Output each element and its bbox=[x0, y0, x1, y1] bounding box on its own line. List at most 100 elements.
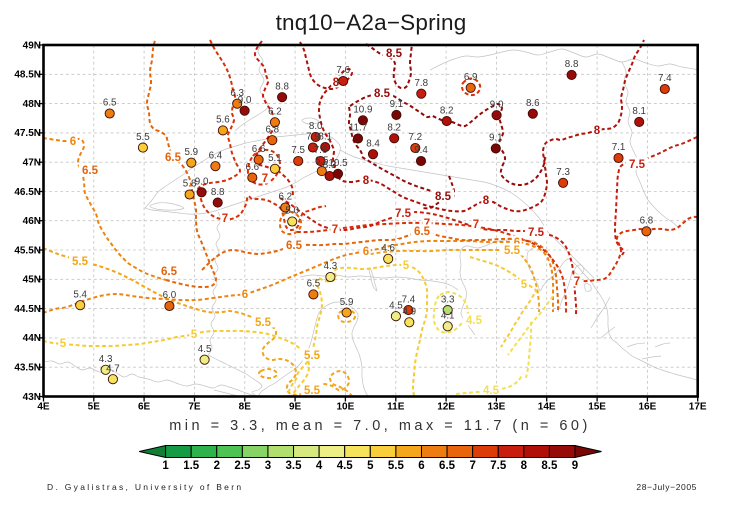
svg-text:7.8: 7.8 bbox=[414, 78, 428, 89]
svg-text:12E: 12E bbox=[437, 401, 455, 412]
svg-text:16E: 16E bbox=[639, 401, 657, 412]
svg-text:7.5: 7.5 bbox=[291, 145, 305, 156]
svg-text:6.0: 6.0 bbox=[163, 290, 177, 301]
svg-text:6.4: 6.4 bbox=[209, 150, 223, 161]
svg-text:9.0: 9.0 bbox=[195, 177, 209, 188]
svg-text:44N: 44N bbox=[23, 333, 41, 344]
svg-text:8E: 8E bbox=[239, 401, 252, 412]
svg-text:5: 5 bbox=[521, 279, 528, 291]
svg-text:7: 7 bbox=[574, 276, 580, 288]
svg-text:49N: 49N bbox=[23, 40, 41, 51]
svg-text:6.2: 6.2 bbox=[278, 192, 292, 203]
svg-text:6.5: 6.5 bbox=[161, 266, 178, 278]
svg-text:5: 5 bbox=[60, 338, 67, 350]
svg-text:47N: 47N bbox=[23, 158, 41, 169]
svg-text:8: 8 bbox=[483, 195, 490, 207]
svg-text:10.5: 10.5 bbox=[328, 158, 348, 169]
svg-text:7.2: 7.2 bbox=[408, 132, 422, 143]
svg-text:48N: 48N bbox=[23, 99, 41, 110]
svg-text:5.5: 5.5 bbox=[255, 317, 272, 329]
svg-text:tnq10−A2a−Spring: tnq10−A2a−Spring bbox=[276, 10, 467, 35]
svg-text:10.9: 10.9 bbox=[353, 105, 372, 116]
svg-text:7.6: 7.6 bbox=[336, 65, 350, 76]
svg-text:14E: 14E bbox=[538, 401, 556, 412]
svg-text:8.4: 8.4 bbox=[366, 138, 380, 149]
svg-text:4.1: 4.1 bbox=[441, 311, 455, 322]
svg-text:8: 8 bbox=[521, 460, 528, 472]
svg-text:45N: 45N bbox=[23, 275, 41, 286]
svg-text:4: 4 bbox=[316, 460, 323, 472]
svg-text:4.3: 4.3 bbox=[324, 261, 338, 272]
svg-text:7.5: 7.5 bbox=[528, 227, 545, 239]
svg-text:5: 5 bbox=[367, 460, 374, 472]
svg-text:9.1: 9.1 bbox=[390, 99, 404, 110]
svg-text:7: 7 bbox=[262, 173, 268, 185]
svg-text:5.9: 5.9 bbox=[340, 297, 354, 308]
svg-text:6.2: 6.2 bbox=[268, 107, 282, 118]
svg-text:4.6: 4.6 bbox=[381, 243, 395, 254]
svg-text:11E: 11E bbox=[387, 401, 405, 412]
svg-text:1.5: 1.5 bbox=[183, 460, 200, 472]
svg-text:6.5: 6.5 bbox=[414, 226, 431, 238]
svg-text:5: 5 bbox=[191, 329, 198, 341]
svg-text:17E: 17E bbox=[689, 401, 707, 412]
svg-text:7.5: 7.5 bbox=[490, 460, 507, 472]
svg-text:8.8: 8.8 bbox=[565, 59, 579, 70]
svg-text:6.8: 6.8 bbox=[265, 124, 279, 135]
svg-text:47.5N: 47.5N bbox=[14, 128, 41, 139]
svg-text:min = 3.3, mean = 7.0, max = 1: min = 3.3, mean = 7.0, max = 11.7 (n = 6… bbox=[169, 418, 591, 434]
svg-text:9E: 9E bbox=[289, 401, 302, 412]
svg-text:5.0: 5.0 bbox=[285, 206, 299, 217]
svg-text:5.5: 5.5 bbox=[72, 256, 89, 268]
svg-text:2.5: 2.5 bbox=[234, 460, 251, 472]
svg-text:15E: 15E bbox=[588, 401, 606, 412]
svg-text:8.8: 8.8 bbox=[211, 187, 225, 198]
svg-text:9: 9 bbox=[572, 460, 578, 472]
svg-text:8.5: 8.5 bbox=[541, 460, 558, 472]
svg-text:6.9: 6.9 bbox=[464, 72, 478, 83]
svg-text:8.1: 8.1 bbox=[632, 106, 646, 117]
svg-text:8: 8 bbox=[594, 125, 601, 137]
svg-text:8.2: 8.2 bbox=[440, 105, 454, 116]
svg-text:7.4: 7.4 bbox=[658, 73, 672, 84]
svg-text:5.5: 5.5 bbox=[304, 350, 321, 362]
svg-text:6.5: 6.5 bbox=[307, 279, 321, 290]
svg-text:3.3: 3.3 bbox=[441, 294, 455, 305]
svg-text:2: 2 bbox=[214, 460, 220, 472]
svg-text:8: 8 bbox=[363, 175, 370, 187]
svg-text:8.2: 8.2 bbox=[387, 123, 401, 134]
svg-text:7: 7 bbox=[332, 224, 338, 236]
svg-text:7.5: 7.5 bbox=[395, 208, 412, 220]
svg-text:7E: 7E bbox=[188, 401, 201, 412]
svg-text:8: 8 bbox=[333, 77, 340, 89]
svg-text:7.1: 7.1 bbox=[612, 142, 626, 153]
svg-text:8.6: 8.6 bbox=[526, 98, 540, 109]
svg-text:4.5: 4.5 bbox=[483, 385, 500, 397]
svg-text:6.5: 6.5 bbox=[165, 152, 182, 164]
svg-text:6: 6 bbox=[363, 246, 369, 258]
svg-text:9.0: 9.0 bbox=[238, 95, 252, 106]
svg-text:7.3: 7.3 bbox=[556, 167, 570, 178]
svg-text:8.8: 8.8 bbox=[275, 81, 289, 92]
svg-text:6.8: 6.8 bbox=[640, 216, 654, 227]
svg-text:4.5: 4.5 bbox=[389, 300, 403, 311]
svg-text:5.6: 5.6 bbox=[216, 115, 230, 126]
svg-text:9.0: 9.0 bbox=[490, 99, 504, 110]
svg-text:8.5: 8.5 bbox=[435, 191, 452, 203]
svg-text:5.5: 5.5 bbox=[136, 132, 150, 143]
svg-text:5.5: 5.5 bbox=[388, 460, 405, 472]
svg-text:13E: 13E bbox=[488, 401, 506, 412]
svg-text:6: 6 bbox=[514, 237, 520, 249]
svg-text:4E: 4E bbox=[37, 401, 50, 412]
svg-text:6.5: 6.5 bbox=[103, 98, 117, 109]
svg-text:5.5: 5.5 bbox=[304, 385, 321, 397]
svg-text:7.5: 7.5 bbox=[629, 159, 646, 171]
svg-text:5E: 5E bbox=[88, 401, 101, 412]
svg-text:43.5N: 43.5N bbox=[14, 363, 41, 374]
svg-text:1: 1 bbox=[162, 460, 169, 472]
svg-text:6.5: 6.5 bbox=[439, 460, 456, 472]
svg-text:6: 6 bbox=[418, 460, 424, 472]
svg-text:8.1: 8.1 bbox=[318, 131, 332, 142]
svg-text:4.5: 4.5 bbox=[198, 344, 212, 355]
svg-text:9.4: 9.4 bbox=[414, 145, 428, 156]
